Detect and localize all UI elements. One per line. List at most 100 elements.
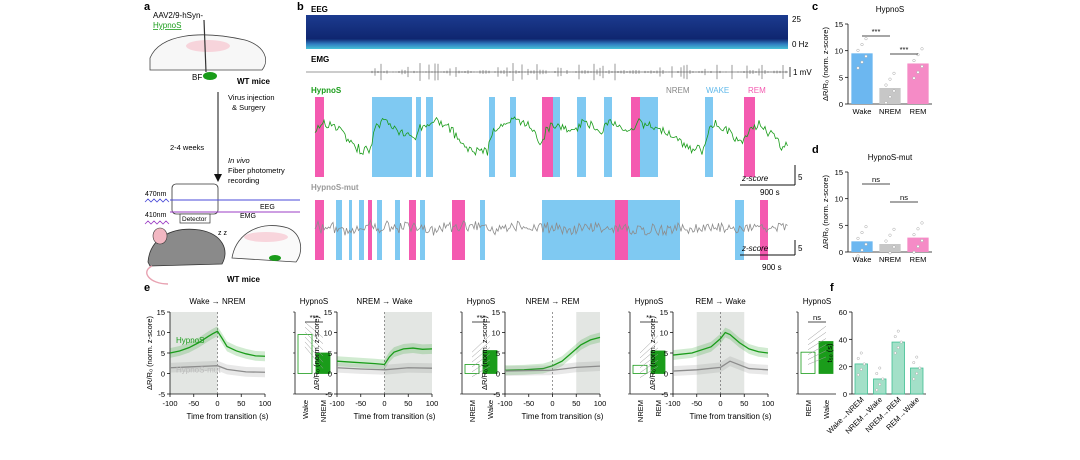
pair-line xyxy=(304,331,324,351)
x-tick-label: -50 xyxy=(691,399,702,408)
eeg-schematic-label: EEG xyxy=(260,204,275,211)
y-axis-label: ΔR/R₀ (norm. z-score) xyxy=(480,316,489,390)
inset-sig-label: ns xyxy=(813,313,821,322)
data-point xyxy=(856,373,860,377)
wake-band xyxy=(628,200,680,260)
timeline-arrowhead xyxy=(214,174,222,182)
data-point xyxy=(892,71,896,75)
inset-x-label: REM xyxy=(804,400,813,417)
bar xyxy=(910,367,924,395)
y-axis-label: t₅₀ (s) xyxy=(825,343,834,363)
step1b-label: & Surgery xyxy=(232,103,266,112)
inset-bar xyxy=(464,364,480,374)
data-point xyxy=(915,372,919,375)
pair-line xyxy=(471,341,491,358)
laser-470-wave xyxy=(144,198,170,203)
hypnos-trace-label: HypnoS xyxy=(311,86,342,95)
wake-band xyxy=(349,200,352,260)
wake-band xyxy=(640,97,658,177)
inset-sig-label: *** xyxy=(310,313,319,322)
panel-letter-e: e xyxy=(144,282,150,294)
rem-band xyxy=(631,97,640,177)
data-point xyxy=(915,355,919,359)
rem-band xyxy=(315,200,324,260)
bar xyxy=(854,363,868,395)
pair-line xyxy=(304,336,324,357)
series-line xyxy=(336,347,433,366)
hypnos-t-value: 900 s xyxy=(760,188,780,197)
data-point xyxy=(860,42,864,47)
pair-line xyxy=(807,350,827,360)
y-axis-label: ΔR/R₀ (norm. z-score) xyxy=(145,316,154,390)
panel-letter-c: c xyxy=(812,1,818,13)
data-point xyxy=(920,221,924,225)
data-point xyxy=(893,335,897,339)
y-tick-label: 20 xyxy=(839,363,847,372)
y-tick-label: 5 xyxy=(496,349,500,358)
x-tick-label: 0 xyxy=(382,399,386,408)
legend-wake: WAKE xyxy=(706,86,729,95)
data-point xyxy=(856,48,860,52)
data-point xyxy=(860,248,864,252)
wake-band xyxy=(480,200,485,260)
pair-line xyxy=(807,338,827,350)
detector-box xyxy=(179,213,211,224)
data-point xyxy=(884,101,888,105)
bf-target xyxy=(203,72,217,80)
bar xyxy=(907,237,929,252)
legend-nrem: NREM xyxy=(666,86,690,95)
fp-label-1: Fiber photometry xyxy=(228,166,285,175)
x-tick-label: 50 xyxy=(404,399,412,408)
series-line xyxy=(504,336,601,371)
data-point xyxy=(881,377,885,381)
wake-band xyxy=(395,200,400,260)
rem-band xyxy=(760,200,768,260)
y-axis-label: ΔR/R₀ (norm. z-score) xyxy=(648,316,657,390)
bar xyxy=(891,341,905,395)
pair-line xyxy=(639,347,659,364)
pair-line xyxy=(639,341,659,359)
y-tick-label: -5 xyxy=(325,390,332,399)
sig-label: *** xyxy=(900,45,909,54)
pair-line xyxy=(471,347,491,363)
rem-band xyxy=(542,97,553,177)
data-point xyxy=(875,388,879,392)
hypnos-trace xyxy=(314,116,788,157)
eeg-label: EEG xyxy=(311,5,328,14)
emg-label: EMG xyxy=(311,55,329,64)
series-band xyxy=(337,362,432,375)
inset-x-label: Wake xyxy=(301,400,310,419)
wake-band xyxy=(416,97,421,177)
inset-x-label: NREM xyxy=(468,400,477,422)
chart-title: NREM → REM xyxy=(526,297,580,306)
y-tick-label: -5 xyxy=(661,390,668,399)
chart-c: HypnoS 0 5 10 15 ΔR/R₀ (norm. z-score) Wake NRE… xyxy=(821,5,932,116)
data-point xyxy=(892,89,896,93)
y-tick-label: 60 xyxy=(839,308,847,317)
pair-line xyxy=(639,353,659,368)
data-point xyxy=(864,225,868,229)
emg-schematic-label: EMG xyxy=(240,213,256,220)
y-tick-label: 5 xyxy=(839,73,843,82)
wake-band xyxy=(426,97,433,177)
state-shade xyxy=(170,312,218,394)
bar xyxy=(873,378,887,395)
data-point xyxy=(920,47,924,51)
data-point xyxy=(896,346,900,349)
inset-x-label: REM xyxy=(654,400,663,417)
data-point xyxy=(912,361,916,365)
eeg-bottom-tick: 0 Hz xyxy=(792,40,808,49)
y-tick-label: 5 xyxy=(328,349,332,358)
y-tick-label: 40 xyxy=(839,335,847,344)
x-tick-label: REM xyxy=(910,255,927,264)
inset-bar xyxy=(632,364,648,374)
pair-line xyxy=(639,335,659,354)
chart-d: HypnoS-mut 0 5 10 15 ΔR/R₀ (norm. z-score) Wak… xyxy=(821,153,932,264)
wake-band xyxy=(489,97,495,177)
pair-line xyxy=(639,359,659,373)
virus-label: AAV2/9-hSyn- xyxy=(153,11,203,20)
rem-band xyxy=(409,200,416,260)
y-tick-label: 10 xyxy=(835,47,843,56)
laser-470-label: 470nm xyxy=(145,191,167,198)
